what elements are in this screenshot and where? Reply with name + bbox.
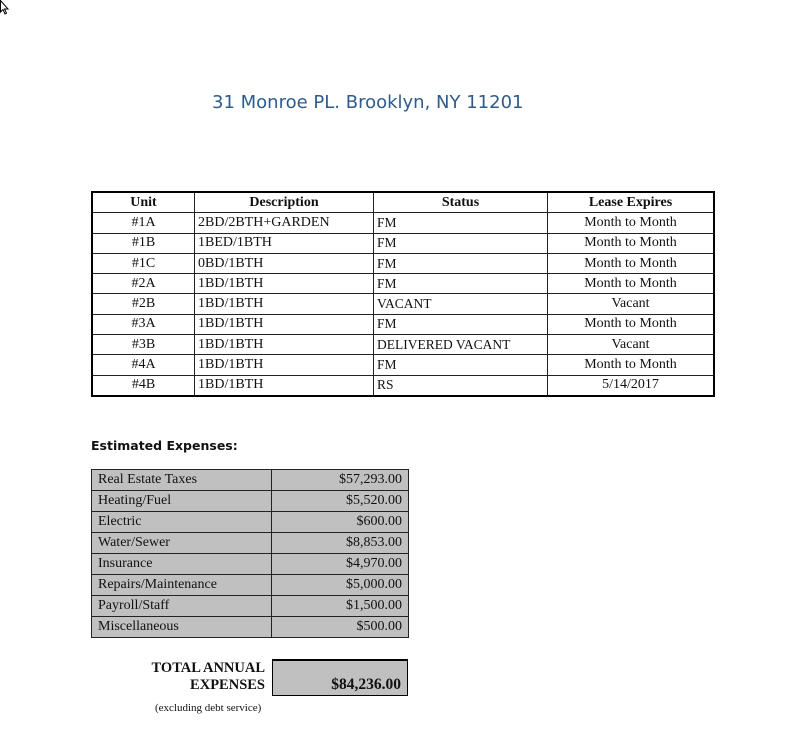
cell-unit: #1A (91, 212, 195, 234)
expense-row: Real Estate Taxes $57,293.00 (91, 469, 409, 491)
cell-lease-expires: 5/14/2017 (547, 374, 715, 397)
total-box: $84,236.00 (272, 659, 408, 696)
cell-status: FM (373, 232, 548, 254)
cell-unit: #4A (91, 354, 195, 376)
expense-amount: $600.00 (271, 511, 409, 533)
expenses-table: Real Estate Taxes $57,293.00 Heating/Fuel $… (91, 469, 409, 638)
expense-label: Repairs/Maintenance (91, 574, 272, 596)
expense-amount: $500.00 (271, 616, 409, 638)
table-row: #3A 1BD/1BTH FM Month to Month (91, 313, 715, 336)
cell-lease-expires: Month to Month (547, 313, 715, 336)
cell-status: VACANT (373, 293, 548, 315)
expense-row: Payroll/Staff $1,500.00 (91, 595, 409, 617)
cell-unit: #3B (91, 334, 195, 356)
cell-description: 1BED/1BTH (194, 232, 374, 254)
cell-description: 1BD/1BTH (194, 374, 374, 397)
cell-status: RS (373, 374, 548, 397)
expense-row: Miscellaneous $500.00 (91, 616, 409, 638)
cell-lease-expires: Month to Month (547, 232, 715, 254)
cell-description: 1BD/1BTH (194, 334, 374, 356)
table-header-row: Unit Description Status Lease Expires (91, 191, 715, 214)
cell-description: 1BD/1BTH (194, 273, 374, 295)
cell-description: 1BD/1BTH (194, 293, 374, 315)
expense-amount: $1,500.00 (271, 595, 409, 617)
expense-row: Water/Sewer $8,853.00 (91, 532, 409, 554)
expense-row: Repairs/Maintenance $5,000.00 (91, 574, 409, 596)
total-label-line1: TOTAL ANNUAL (151, 660, 265, 676)
expenses-heading: Estimated Expenses: (91, 438, 238, 453)
expense-row: Heating/Fuel $5,520.00 (91, 490, 409, 512)
cell-status: FM (373, 354, 548, 376)
expense-label: Electric (91, 511, 272, 533)
column-header-lease-expires: Lease Expires (547, 191, 715, 214)
expense-amount: $57,293.00 (271, 469, 409, 491)
cell-lease-expires: Vacant (547, 293, 715, 315)
cell-unit: #1C (91, 252, 195, 275)
cell-unit: #1B (91, 232, 195, 254)
expense-label: Heating/Fuel (91, 490, 272, 512)
cell-unit: #4B (91, 374, 195, 397)
table-row: #4A 1BD/1BTH FM Month to Month (91, 354, 715, 376)
table-row: #2A 1BD/1BTH FM Month to Month (91, 273, 715, 295)
cell-lease-expires: Month to Month (547, 273, 715, 295)
expense-label: Insurance (91, 553, 272, 575)
expense-label: Miscellaneous (91, 616, 272, 638)
expense-amount: $5,520.00 (271, 490, 409, 512)
cell-unit: #2A (91, 273, 195, 295)
cell-status: FM (373, 273, 548, 295)
mouse-cursor-icon (0, 0, 10, 15)
cell-description: 1BD/1BTH (194, 354, 374, 376)
expense-amount: $8,853.00 (271, 532, 409, 554)
total-note: (excluding debt service) (155, 702, 262, 714)
column-header-status: Status (373, 191, 548, 214)
table-row: #1B 1BED/1BTH FM Month to Month (91, 232, 715, 254)
column-header-description: Description (194, 191, 374, 214)
table-row: #1C 0BD/1BTH FM Month to Month (91, 252, 715, 275)
cell-unit: #3A (91, 313, 195, 336)
column-header-unit: Unit (91, 191, 195, 214)
expense-row: Electric $600.00 (91, 511, 409, 533)
cell-status: FM (373, 313, 548, 336)
expense-row: Insurance $4,970.00 (91, 553, 409, 575)
cell-lease-expires: Month to Month (547, 212, 715, 234)
expense-amount: $4,970.00 (271, 553, 409, 575)
table-row: #4B 1BD/1BTH RS 5/14/2017 (91, 374, 715, 397)
cell-lease-expires: Month to Month (547, 252, 715, 275)
total-value: $84,236.00 (331, 676, 401, 693)
cell-description: 2BD/2BTH+GARDEN (194, 212, 374, 234)
cell-description: 0BD/1BTH (194, 252, 374, 275)
total-label-line2: EXPENSES (190, 677, 265, 693)
cell-lease-expires: Month to Month (547, 354, 715, 376)
total-label: TOTAL ANNUAL EXPENSES (130, 660, 265, 694)
cell-lease-expires: Vacant (547, 334, 715, 356)
page-title: 31 Monroe PL. Brooklyn, NY 11201 (212, 92, 524, 113)
units-table: Unit Description Status Lease Expires #1… (91, 191, 715, 397)
table-row: #3B 1BD/1BTH DELIVERED VACANT Vacant (91, 334, 715, 356)
cell-status: FM (373, 212, 548, 234)
cell-description: 1BD/1BTH (194, 313, 374, 336)
expense-label: Water/Sewer (91, 532, 272, 554)
cell-status: FM (373, 252, 548, 275)
table-row: #1A 2BD/2BTH+GARDEN FM Month to Month (91, 212, 715, 234)
expense-amount: $5,000.00 (271, 574, 409, 596)
cell-unit: #2B (91, 293, 195, 315)
expense-label: Payroll/Staff (91, 595, 272, 617)
expense-label: Real Estate Taxes (91, 469, 272, 491)
cell-status: DELIVERED VACANT (373, 334, 548, 356)
table-row: #2B 1BD/1BTH VACANT Vacant (91, 293, 715, 315)
